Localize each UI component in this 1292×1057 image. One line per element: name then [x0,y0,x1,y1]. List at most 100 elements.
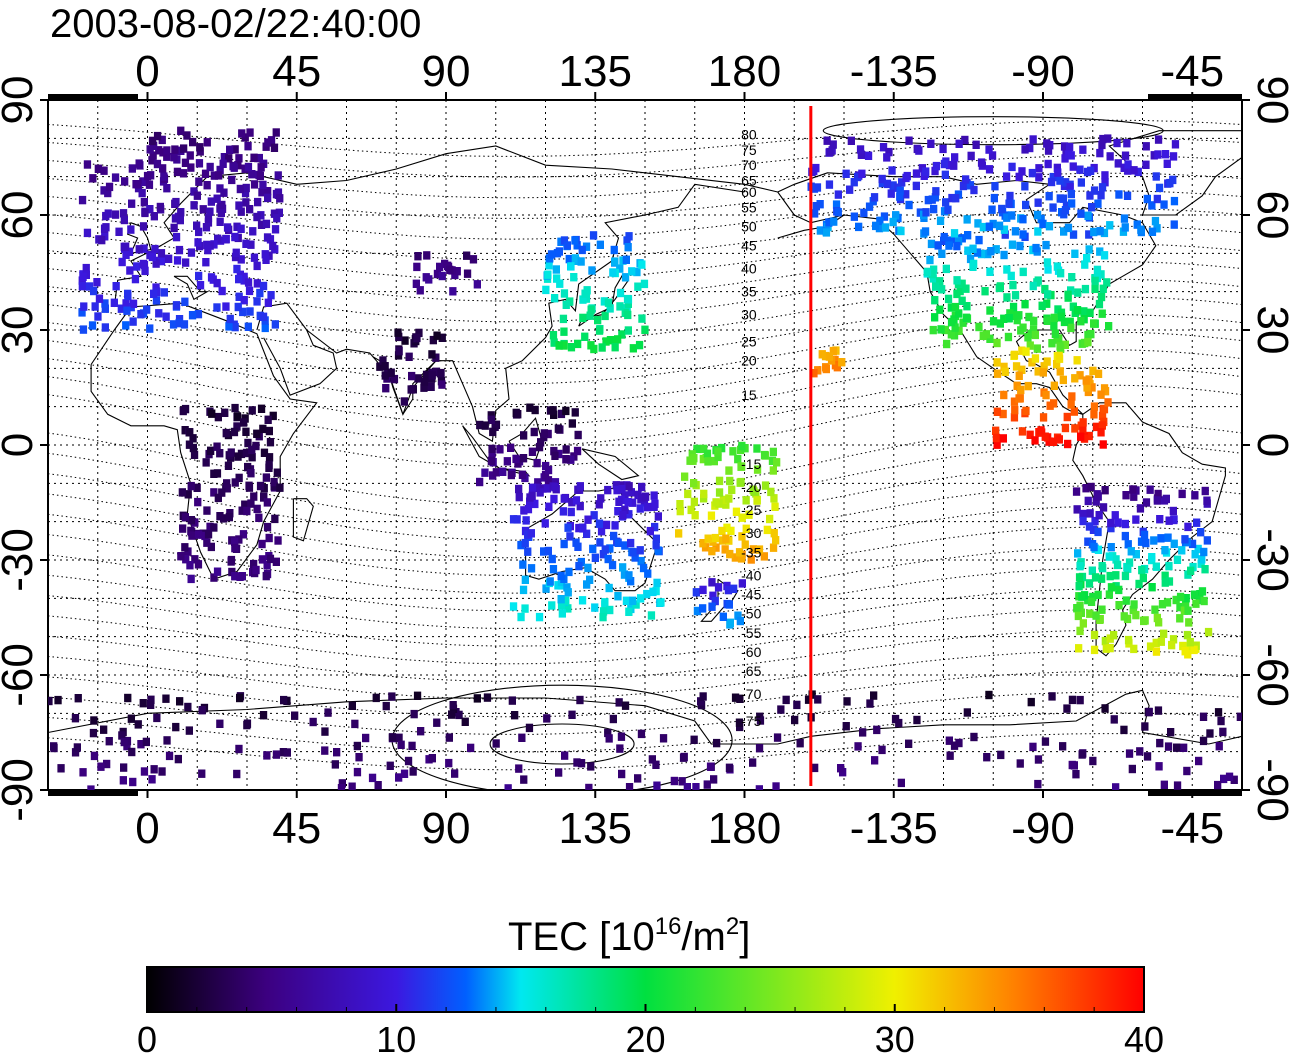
tec-cell [1165,516,1173,525]
tec-cell [993,407,1001,416]
tec-cell [530,427,538,437]
tec-cell [1193,518,1201,527]
tec-cell [1182,594,1190,603]
tec-cell [1059,742,1067,751]
tec-cell [146,145,154,154]
tec-cell [610,245,618,255]
tec-cell [232,248,240,257]
tec-cell [1157,534,1165,543]
tec-cell [1010,350,1019,360]
tec-cell [387,368,395,377]
tec-cell [873,725,881,735]
tec-cell [1090,227,1098,237]
tec-cell [922,208,930,217]
mag-lat-label: -50 [741,606,761,622]
mag-contour [48,296,1242,364]
mag-lat-label: -75 [741,713,761,729]
tec-cell [85,282,94,291]
tec-cell [712,498,720,507]
tec-cell [889,181,897,190]
tec-cell [489,427,497,437]
tec-cell [382,701,390,711]
tec-cell [625,482,633,491]
tec-cell [568,419,576,428]
tec-cell [1187,566,1195,575]
tec-cell [1055,435,1063,444]
coastline [263,329,338,396]
tec-cell [1120,214,1129,223]
tec-cell [175,245,184,255]
tec-cell [1042,240,1050,250]
tec-cell [527,564,536,573]
tec-cell [753,465,762,474]
tec-cell [1203,496,1211,505]
tec-cell [537,438,545,447]
tec-cell [1084,387,1092,397]
tec-cell [348,782,356,790]
tec-cell [1120,725,1128,735]
mag-lat-label: 65 [741,173,757,189]
tec-cell [678,777,686,786]
tec-cell [897,226,905,236]
tec-cell [693,606,702,616]
tec-cell [1106,571,1114,581]
tec-cell [250,180,259,189]
tec-cell [1062,201,1071,210]
tec-cell [1087,597,1096,606]
tec-cell [1153,224,1161,233]
x-tick-label-top: 90 [422,47,471,96]
tec-cell [1113,560,1122,570]
tec-cell [985,145,993,154]
tec-cell [1016,759,1024,768]
tec-cell [1170,515,1178,524]
tec-cell [492,739,500,748]
tec-cell [1178,546,1186,555]
tec-cell [1230,775,1238,784]
tec-cell [1143,752,1152,761]
tec-cell [242,183,250,193]
tec-cell [951,302,960,312]
tec-cell [944,205,952,214]
tec-cell [206,207,214,216]
tec-cell [210,573,218,582]
tec-cell [244,462,252,472]
tec-cell [515,492,523,502]
mag-contour [48,172,1242,219]
tec-cell [777,705,785,714]
tec-cell [587,762,595,771]
tec-cell [1061,340,1069,349]
tec-cell [240,296,248,305]
tec-cell [203,240,211,250]
tec-cell [222,302,230,311]
tec-cell [608,560,617,570]
tec-cell [190,450,199,459]
tec-cell [261,323,269,333]
tec-cell [1015,311,1023,320]
tec-cell [221,408,229,417]
tec-cell [270,143,279,152]
tec-cell [1142,160,1150,169]
tec-cell [1039,219,1047,229]
frame-tick-bar [48,790,138,796]
tec-cell [1079,516,1087,526]
tec-cell [934,241,942,250]
tec-cell [165,254,173,263]
tec-cell [883,179,892,189]
tec-cell [263,233,272,242]
tec-cell [1099,284,1107,293]
tec-cell [988,205,996,214]
tec-cell [599,550,607,559]
tec-cell [998,204,1006,214]
tec-cell [189,137,197,147]
tec-cell [1154,150,1162,159]
tec-cell [1105,322,1113,331]
tec-cell [711,533,719,543]
tec-cell [644,569,652,578]
tec-cell [476,477,484,487]
tec-cell [822,364,830,374]
tec-cell [887,189,895,198]
tec-cell [415,328,423,338]
tec-cell [722,500,730,509]
tec-cell [234,302,242,312]
tec-cell [243,506,251,516]
